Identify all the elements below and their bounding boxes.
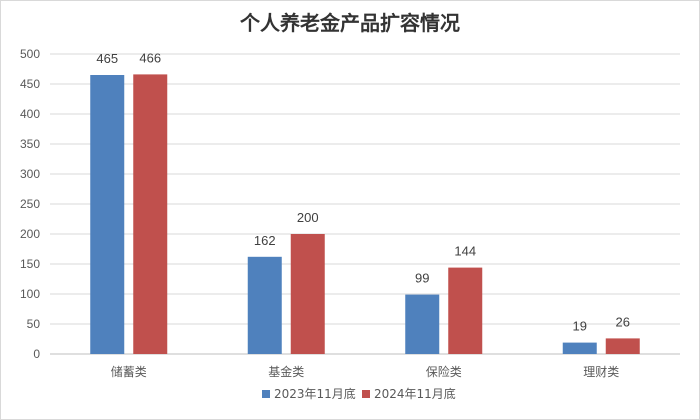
legend-swatch xyxy=(262,390,270,398)
bars xyxy=(90,74,640,355)
data-labels: 465 466 162 200 99 144 19 26 xyxy=(96,50,630,333)
legend: 2023年11月底 2024年11月底 xyxy=(262,386,456,401)
chart-title: 个人养老金产品扩容情况 xyxy=(239,11,460,35)
x-tick-label: 保险类 xyxy=(426,364,462,379)
legend-label: 2024年11月底 xyxy=(374,386,456,401)
y-tick-label: 150 xyxy=(20,257,40,271)
x-tick-label: 储蓄类 xyxy=(111,364,147,379)
bar-储蓄类-2024年11月底 xyxy=(133,74,168,355)
data-label: 466 xyxy=(139,50,161,65)
y-axis: 0 50 100 150 200 250 300 350 400 450 500 xyxy=(20,47,40,361)
x-tick-label: 基金类 xyxy=(268,364,304,379)
bar-储蓄类-2023年11月底 xyxy=(90,75,125,354)
data-label: 162 xyxy=(254,233,276,248)
y-tick-label: 100 xyxy=(20,287,40,301)
bar-保险类-2024年11月底 xyxy=(448,267,483,354)
y-tick-label: 500 xyxy=(20,47,40,61)
bar-基金类-2024年11月底 xyxy=(290,234,325,354)
bar-基金类-2023年11月底 xyxy=(247,256,282,354)
x-tick-label: 理财类 xyxy=(583,365,619,379)
bar-理财类-2024年11月底 xyxy=(605,338,640,354)
bar-理财类-2023年11月底 xyxy=(562,342,597,354)
legend-label: 2023年11月底 xyxy=(274,386,356,401)
data-label: 26 xyxy=(616,314,630,329)
y-tick-label: 450 xyxy=(20,77,40,91)
y-tick-label: 350 xyxy=(20,137,40,151)
data-label: 465 xyxy=(96,51,118,66)
x-axis: 储蓄类 基金类 保险类 理财类 xyxy=(111,364,620,379)
y-tick-label: 250 xyxy=(20,197,40,211)
data-label: 144 xyxy=(454,244,476,259)
y-tick-label: 300 xyxy=(20,167,40,181)
data-label: 19 xyxy=(573,319,587,334)
data-label: 99 xyxy=(415,271,429,286)
data-label: 200 xyxy=(297,210,319,225)
y-tick-label: 400 xyxy=(20,107,40,121)
legend-swatch xyxy=(362,390,370,398)
y-tick-label: 200 xyxy=(20,227,40,241)
y-tick-label: 50 xyxy=(27,317,41,331)
y-tick-label: 0 xyxy=(33,347,40,361)
bar-保险类-2023年11月底 xyxy=(405,294,440,354)
